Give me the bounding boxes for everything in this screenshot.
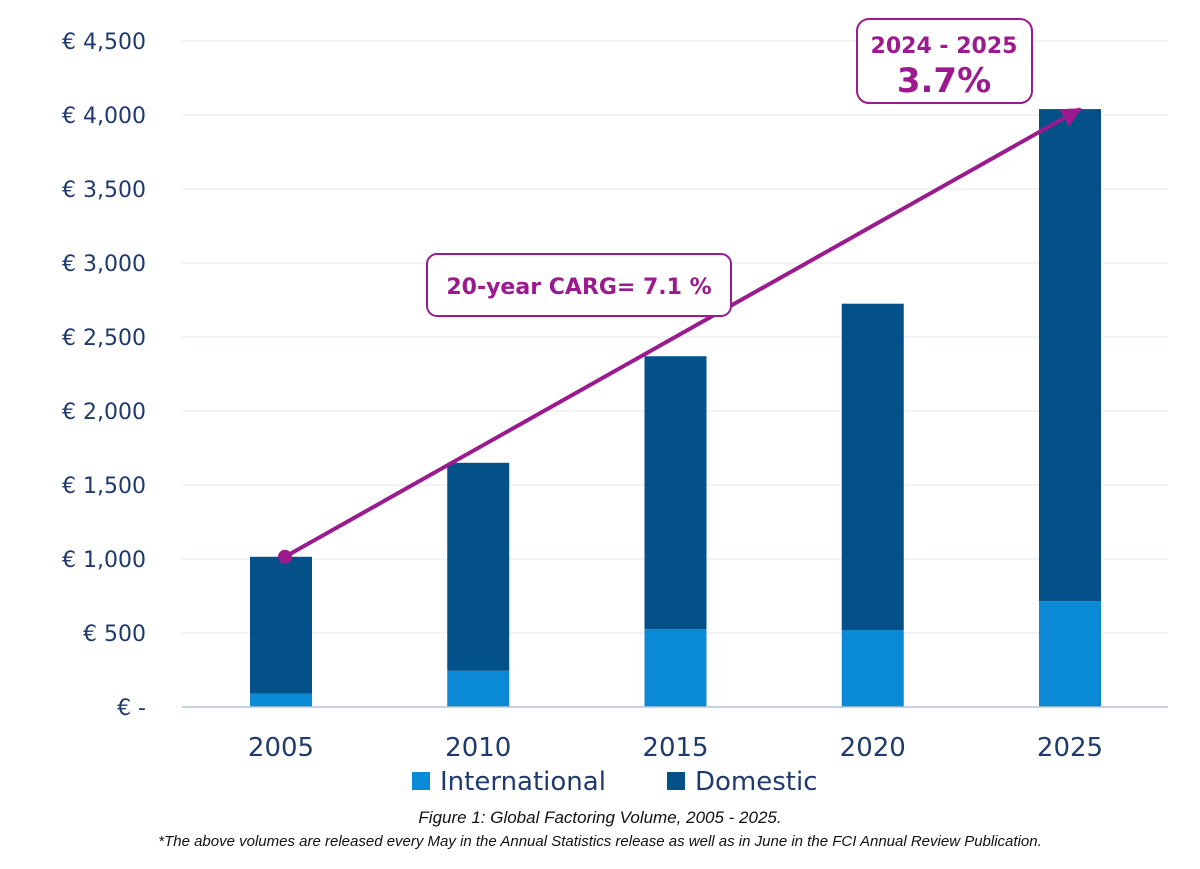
legend-label-domestic: Domestic: [695, 767, 818, 797]
y-tick-label: € 2,500: [62, 326, 146, 351]
bar-domestic-2005: [250, 556, 312, 694]
figure-note: *The above volumes are released every Ma…: [158, 833, 1042, 850]
x-axis-tick-labels: 2005 2010 2015 2020 2025: [248, 733, 1103, 763]
x-tick-label: 2010: [445, 733, 511, 763]
bar-international-2020: [841, 630, 904, 707]
bar-domestic-2025: [1039, 109, 1101, 602]
bar-international-2010: [447, 670, 510, 707]
trend-arrow: [278, 107, 1082, 564]
cagr-callout: 20-year CARG= 7.1 %: [426, 253, 732, 317]
cagr-callout-box: [426, 253, 732, 317]
y-tick-label: € -: [117, 696, 146, 721]
y-tick-label: € 1,000: [62, 548, 146, 573]
y-tick-label: € 4,000: [62, 104, 146, 129]
trend-line: [284, 107, 1082, 559]
growth-period: 2024 - 2025: [871, 34, 1018, 59]
bar-domestic-2010: [447, 462, 510, 671]
legend: International Domestic: [412, 767, 818, 797]
legend-swatch-domestic: [667, 772, 685, 790]
bar-domestic-2015: [644, 356, 707, 630]
growth-value: 3.7%: [897, 61, 991, 101]
growth-callout-box: [856, 18, 1033, 104]
bar-international-2005: [250, 693, 312, 707]
legend-swatch-international: [412, 772, 430, 790]
x-tick-label: 2005: [248, 733, 314, 763]
x-tick-label: 2020: [840, 733, 906, 763]
x-tick-label: 2015: [642, 733, 708, 763]
x-tick-label: 2025: [1037, 733, 1103, 763]
y-tick-label: € 500: [83, 622, 146, 647]
bar-international-2025: [1039, 601, 1101, 707]
y-tick-label: € 3,500: [62, 178, 146, 203]
y-tick-label: € 2,000: [62, 400, 146, 425]
bar-international-2015: [644, 629, 707, 707]
y-tick-label: € 3,000: [62, 252, 146, 277]
bars: [250, 109, 1101, 707]
legend-label-international: International: [440, 767, 606, 797]
y-axis-tick-labels: € - € 500 € 1,000 € 1,500 € 2,000 € 2,500 € 3,…: [62, 30, 146, 721]
trend-start-dot: [278, 549, 292, 564]
figure-caption: Figure 1: Global Factoring Volume, 2005 …: [418, 808, 782, 827]
growth-callout: 2024 - 2025 3.7%: [856, 18, 1033, 104]
y-tick-label: € 4,500: [62, 30, 146, 55]
y-tick-label: € 1,500: [62, 474, 146, 499]
chart: € - € 500 € 1,000 € 1,500 € 2,000 € 2,500 € 3,…: [62, 18, 1168, 797]
bar-domestic-2020: [841, 303, 904, 631]
cagr-label: 20-year CARG= 7.1 %: [446, 275, 711, 300]
